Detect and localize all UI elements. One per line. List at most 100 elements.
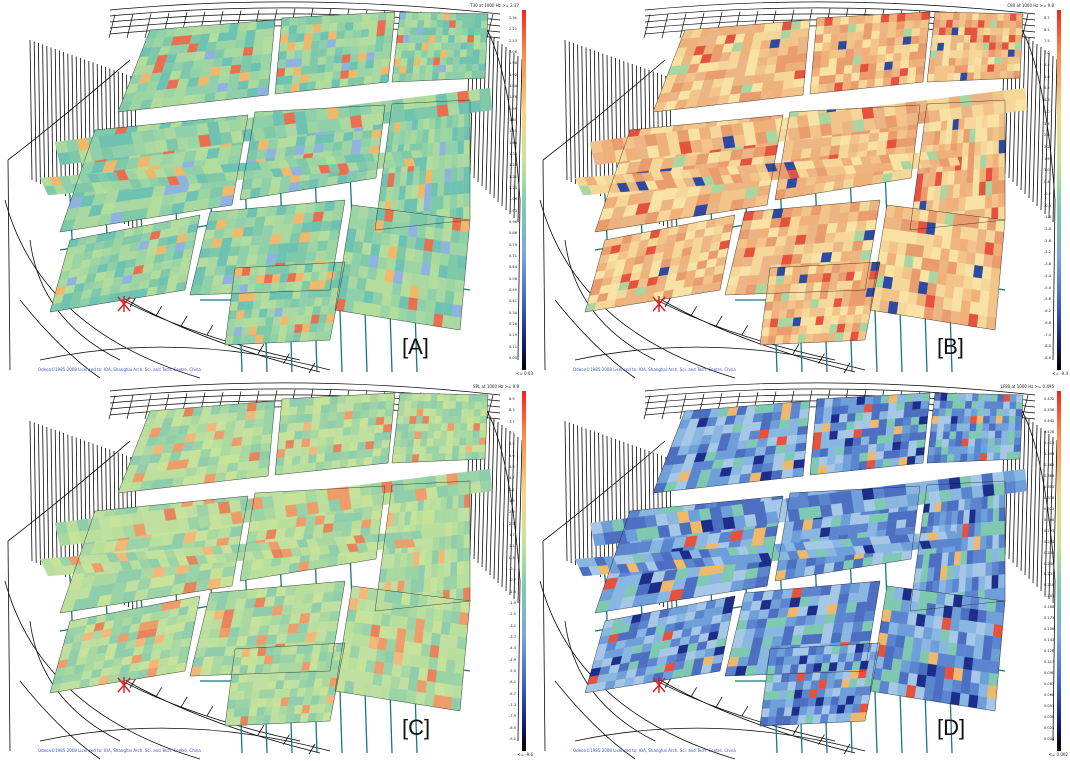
color-scale-tick-label: 4.7 [509, 476, 515, 481]
color-scale-tick-label: 2.3s [509, 16, 517, 20]
color-scale-tick-label: 0.203 [1044, 594, 1055, 599]
color-scale-tick-label: 5.3 [509, 465, 515, 469]
color-scale-ticks: 0.472 0.458 0.442 0.428 0.412 0.398 0.382 0.368… [1044, 397, 1057, 747]
color-scale-tick-label: 0.038 [1044, 715, 1055, 720]
color-scale-title: T30 at 1000 Hz >= 2.37 [470, 3, 519, 8]
panel-label: [A] [402, 334, 429, 359]
color-scale-tick-label: 0.083 [1044, 682, 1055, 687]
color-scale-tick-label: 0.458 [1044, 407, 1055, 412]
color-scale-tick-label: 0.11 [509, 344, 518, 349]
color-scale-tick-label: 0.008 [1044, 737, 1055, 741]
color-scale-tick-label: -6.8 [1044, 320, 1052, 325]
color-scale-tick-label: 0.71 [509, 254, 518, 258]
color-scale-tick-label: 7.1 [509, 431, 515, 435]
color-scale-tick-label: 0.248 [1044, 561, 1055, 566]
panel-d: LF80 at 1000 Hz >= 0.495 0.472 0.458 0.442 0… [535, 381, 1070, 761]
color-scale-tick-label: 0.352 [1044, 484, 1055, 489]
color-scale-tick-label: -8.0 [1044, 344, 1052, 349]
surface-outlines [584, 11, 1024, 346]
color-scale-tick-label: 3.5 [509, 499, 515, 503]
panel-label: [B] [937, 334, 964, 359]
surface-outlines [584, 392, 1024, 727]
color-scale-tick-label: 3.4 [1044, 121, 1050, 126]
color-scale-tick-label: 2.06 [509, 50, 518, 54]
color-scale-tick-label: 1.6 [1044, 156, 1050, 161]
source-marker [117, 677, 131, 693]
color-scale-tick-label: 7.7 [509, 419, 515, 424]
color-scale-tick-label: 0.128 [1044, 649, 1055, 654]
color-scale-tick-label: -3.1 [509, 623, 517, 628]
color-scale-bar [522, 391, 526, 751]
color-scale-title: LF80 at 1000 Hz >= 0.495 [1000, 384, 1054, 389]
color-scale-tick-label: 0.053 [1044, 704, 1055, 709]
color-scale-tick-label: 1.69 [509, 106, 518, 111]
color-scale-min: <= 0.03 [516, 371, 533, 376]
color-scale-tick-label: -3.2 [1044, 250, 1052, 255]
color-scale-tick-label: 0.173 [1044, 616, 1055, 621]
color-scale-tick-label: -4.9 [509, 657, 517, 662]
color-scale-tick-label: 0.068 [1044, 693, 1055, 698]
color-scale-tick-label: -5.0 [1044, 285, 1052, 290]
color-scale-tick-label: 5.2 [1044, 86, 1050, 91]
color-scale-tick-label: -3.8 [1044, 262, 1052, 267]
color-scale-tick-label: 8.1 [1044, 27, 1050, 32]
color-scale-tick-label: -8.6 [1044, 356, 1052, 360]
color-scale-tick-label: 0.428 [1044, 429, 1055, 434]
color-scale-tick-label: -4.3 [509, 646, 517, 651]
color-scale-tick-label: 0.278 [1044, 539, 1055, 544]
color-scale-tick-label: 1.21 [509, 174, 518, 179]
color-scale-tick-label: 0.158 [1044, 627, 1055, 632]
receiver-surfaces [39, 11, 493, 346]
color-scale-tick-label: 0.188 [1044, 605, 1055, 610]
color-scale-tick-label: 1.14 [509, 186, 518, 190]
source-marker [117, 296, 131, 312]
color-scale-tick-label: 0.322 [1044, 506, 1055, 511]
color-scale-tick-label: -0.7 [509, 578, 517, 583]
color-scale-tick-label: 0.308 [1044, 517, 1055, 522]
color-scale-tick-label: 1.38 [509, 152, 518, 156]
surface-outlines [49, 11, 489, 346]
color-scale-tick-label: 1.29 [509, 163, 518, 168]
color-scale-tick-label: 0.96 [509, 220, 518, 224]
panel-label: [D] [937, 715, 966, 740]
color-scale-min: <= -9.4 [1052, 371, 1068, 376]
panel-label: [C] [402, 715, 431, 740]
color-scale-tick-label: 5.9 [509, 453, 515, 458]
color-scale-tick-label: -2.5 [509, 612, 517, 617]
color-scale-tick-label: -0.1 [509, 567, 517, 571]
color-scale-tick-label: 0.472 [1044, 397, 1055, 401]
color-scale-tick-label: -3.7 [509, 635, 517, 639]
color-scale-tick-label: 0.79 [509, 242, 518, 247]
color-scale-title: SPL at 1000 Hz >= 9.8 [473, 384, 519, 389]
color-scale-tick-label: 0.368 [1044, 473, 1055, 478]
color-scale-tick-label: 1.46 [509, 140, 518, 145]
color-scale-min: <= 0.002 [1048, 752, 1068, 757]
panel-b: C80 at 1000 Hz >= 9.8 8.7 8.1 7.5 7.0 6.4 5.8 5… [535, 0, 1070, 380]
color-scale-bar [522, 10, 526, 370]
surface-outlines [49, 392, 489, 727]
color-scale-tick-label: -7.4 [1044, 332, 1052, 337]
software-credit: Odeon©1985-2008 Licensed to: IOA, Shangh… [573, 367, 736, 372]
hall-wireframe-view [4, 1, 523, 379]
color-scale-tick-label: 0.338 [1044, 495, 1055, 500]
color-scale-tick-label: 1.76 [509, 95, 518, 100]
color-scale-tick-label: -1.9 [509, 601, 517, 605]
color-scale-tick-label: 1.84 [509, 84, 518, 88]
color-scale-tick-label: -7.9 [509, 714, 517, 719]
receiver-surfaces [574, 11, 1028, 346]
color-scale-tick-label: 4.0 [1044, 109, 1050, 114]
color-scale-tick-label: 0.412 [1044, 440, 1055, 445]
color-scale-tick-label: 1.03 [509, 208, 518, 213]
color-scale-tick-label: 2.13 [509, 38, 518, 43]
color-scale-tick-label: -5.6 [1044, 297, 1052, 302]
color-scale-tick-label: 2.8 [1044, 133, 1050, 138]
color-scale-tick-label: 7.5 [1044, 39, 1050, 44]
color-scale-ticks: 8.7 8.1 7.5 7.0 6.4 5.8 5.2 4.6 4.0 3.4 2.8 2.2 1.6 1… [1044, 16, 1057, 366]
receiver-surfaces [39, 392, 493, 727]
color-scale-tick-label: 0.41 [509, 299, 518, 304]
color-scale-tick-label: -7.3 [509, 703, 517, 707]
color-scale-tick-label: -2.0 [1044, 227, 1052, 232]
color-scale-tick-label: -0.8 [1044, 203, 1052, 208]
color-scale-tick-label: 8.9 [509, 397, 515, 401]
panel-c: SPL at 1000 Hz >= 9.8 8.9 8.3 7.7 7.1 6.5 5.9 5… [0, 381, 535, 761]
